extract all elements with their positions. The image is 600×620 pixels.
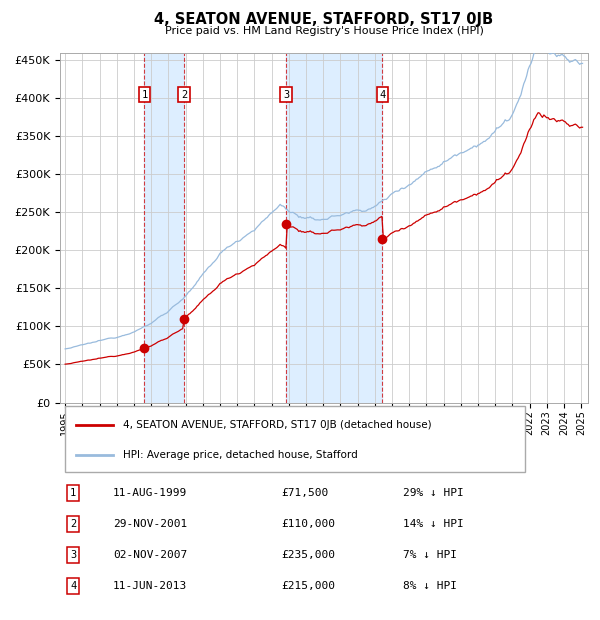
Text: 11-AUG-1999: 11-AUG-1999: [113, 488, 187, 498]
Bar: [286, 53, 382, 402]
Text: 11-JUN-2013: 11-JUN-2013: [113, 581, 187, 591]
Text: £235,000: £235,000: [282, 550, 336, 560]
Text: 4: 4: [379, 89, 385, 100]
Text: 4, SEATON AVENUE, STAFFORD, ST17 0JB: 4, SEATON AVENUE, STAFFORD, ST17 0JB: [154, 12, 494, 27]
Text: 14% ↓ HPI: 14% ↓ HPI: [403, 519, 464, 529]
Text: 2: 2: [70, 519, 76, 529]
Text: 4, SEATON AVENUE, STAFFORD, ST17 0JB (detached house): 4, SEATON AVENUE, STAFFORD, ST17 0JB (de…: [124, 420, 432, 430]
Text: 1: 1: [70, 488, 76, 498]
Text: £71,500: £71,500: [282, 488, 329, 498]
Text: £110,000: £110,000: [282, 519, 336, 529]
Text: 7% ↓ HPI: 7% ↓ HPI: [403, 550, 457, 560]
Text: 2: 2: [181, 89, 187, 100]
Text: 1: 1: [142, 89, 148, 100]
Text: Price paid vs. HM Land Registry's House Price Index (HPI): Price paid vs. HM Land Registry's House …: [164, 26, 484, 36]
FancyBboxPatch shape: [65, 406, 524, 472]
Text: HPI: Average price, detached house, Stafford: HPI: Average price, detached house, Staf…: [124, 450, 358, 460]
Text: 3: 3: [70, 550, 76, 560]
Text: 4: 4: [70, 581, 76, 591]
Bar: [145, 53, 184, 402]
Text: £215,000: £215,000: [282, 581, 336, 591]
Text: 02-NOV-2007: 02-NOV-2007: [113, 550, 187, 560]
Text: 8% ↓ HPI: 8% ↓ HPI: [403, 581, 457, 591]
Text: 29% ↓ HPI: 29% ↓ HPI: [403, 488, 464, 498]
Text: 29-NOV-2001: 29-NOV-2001: [113, 519, 187, 529]
Text: 3: 3: [283, 89, 289, 100]
